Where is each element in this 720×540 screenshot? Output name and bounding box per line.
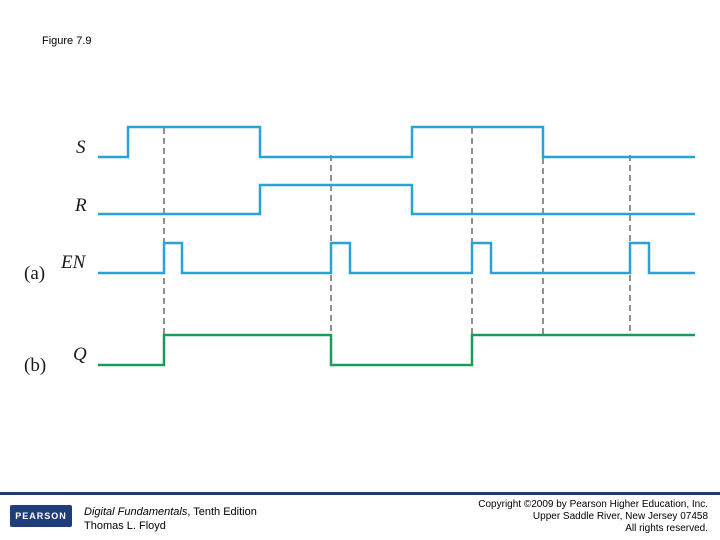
waveform-q (98, 333, 695, 367)
waveform-en (98, 241, 695, 275)
part-label-b: (b) (24, 355, 46, 376)
book-info: Digital Fundamentals, Tenth Edition Thom… (84, 505, 257, 533)
book-title: Digital Fundamentals (84, 506, 188, 518)
figure-title: Figure 7.9 (42, 35, 92, 47)
waveform-r (98, 183, 695, 216)
signal-label-en: EN (60, 252, 87, 273)
reference-lines (163, 128, 631, 365)
copyright-line-1: Copyright ©2009 by Pearson Higher Educat… (478, 499, 708, 510)
signal-label-r: R (74, 195, 87, 216)
waveform-s (98, 125, 695, 159)
timing-diagram: S R EN Q (a) (b) (24, 125, 695, 376)
footer-divider (0, 492, 720, 495)
part-label-a: (a) (24, 263, 45, 284)
book-edition: , Tenth Edition (187, 506, 257, 518)
book-author: Thomas L. Floyd (84, 520, 166, 532)
copyright-line-3: All rights reserved. (625, 523, 708, 534)
signal-label-q: Q (73, 344, 87, 365)
copyright-notice: Copyright ©2009 by Pearson Higher Educat… (478, 499, 708, 535)
copyright-line-2: Upper Saddle River, New Jersey 07458 (532, 511, 708, 522)
signal-label-s: S (76, 137, 86, 158)
pearson-logo: PEARSON (10, 505, 72, 527)
